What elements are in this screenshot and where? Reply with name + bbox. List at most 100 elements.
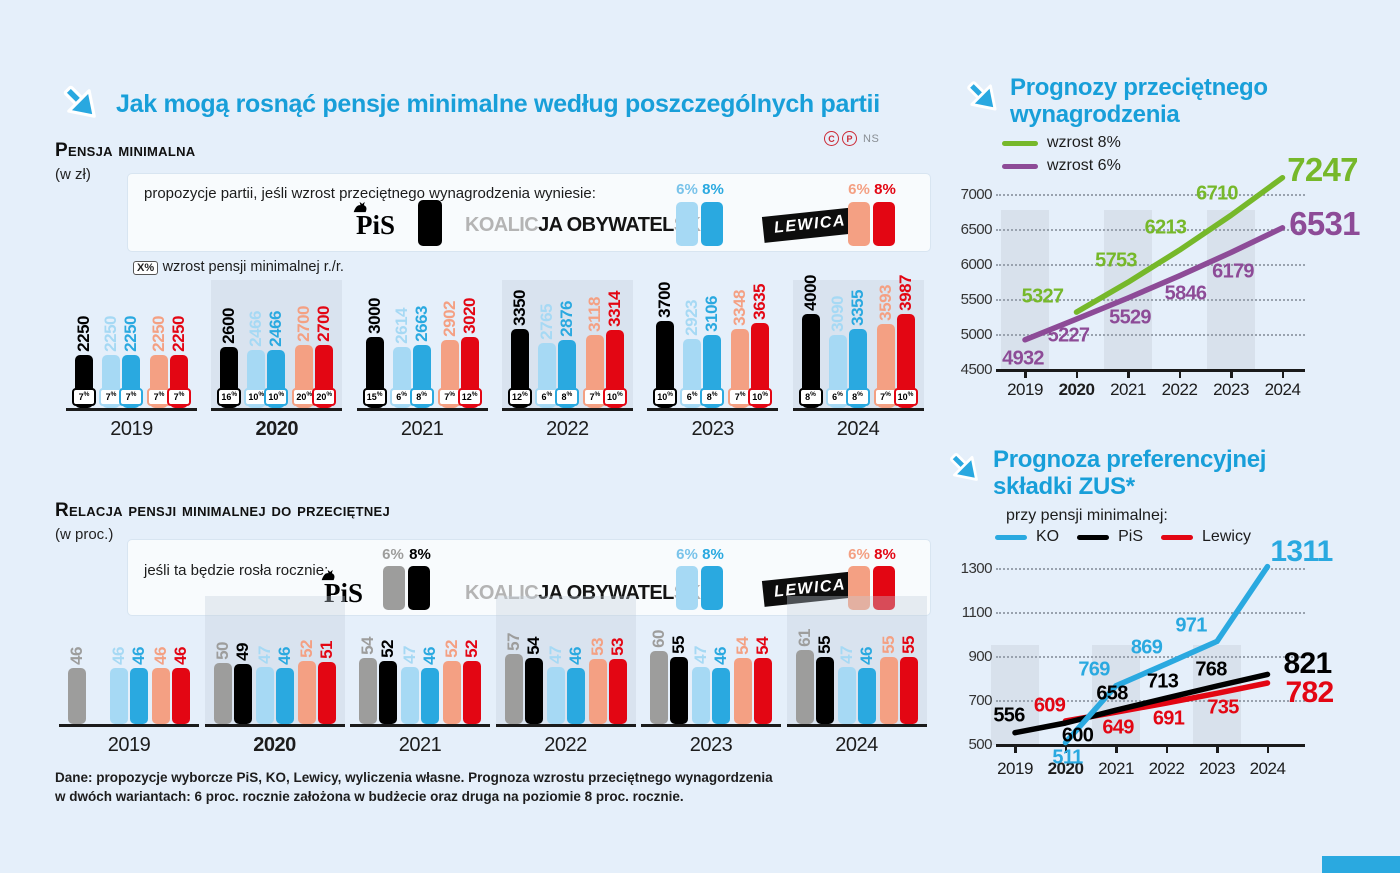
growth-badge-PiS-2022: 12%	[507, 388, 532, 406]
point-label-PiS-2022: 713	[1146, 670, 1179, 693]
axis-segment-2020	[204, 724, 345, 727]
x-label-2024: 2024	[1264, 380, 1301, 399]
point-label-PiS-2021: 658	[1096, 682, 1128, 705]
growth-badge-PiS-2019: 7%	[72, 388, 96, 406]
point-label-Lewicy-2020: 609	[1033, 694, 1066, 717]
bar-value-PiS 6%-2019: 46	[67, 647, 86, 665]
zus-forecast-line-chart: 500 700 900 1100 1300 2019 2020 2021 2022 2023 202…	[950, 535, 1370, 805]
bar-value-Lewica wzrost 6%-2021: 2902	[439, 301, 459, 337]
bar-value-PiS 8%-2020: 49	[232, 643, 252, 661]
axis-segment-2021	[356, 408, 488, 411]
bar-value-PiS-2022: 3350	[509, 290, 529, 326]
point-label-wzrost 6%-2020: 5227	[1047, 324, 1090, 347]
bar-PiS 8%-2023	[670, 657, 688, 724]
purple-line-swatch	[1002, 163, 1038, 169]
line-series-canvas	[1012, 563, 1271, 746]
bar-value-PiS 8%-2021: 52	[378, 640, 397, 658]
axis-segment-2024	[792, 408, 924, 411]
growth-badge-PiS-2021: 15%	[362, 388, 387, 406]
growth-badge-Lewica wzrost 8%-2023: 10%	[748, 388, 773, 406]
ytick-label-1100: 1100	[961, 604, 993, 621]
bar-value-PiS 8%-2024: 55	[814, 636, 834, 654]
legend-lewicy: Lewicy	[1161, 528, 1251, 546]
point-label-KO-2024: 1311	[1270, 534, 1333, 568]
legend1-lew-bar-6	[848, 202, 870, 246]
ytick-label-6500: 6500	[960, 221, 993, 238]
legend1-ko-bar-6	[676, 202, 698, 246]
legend2-pis-bar-6	[383, 566, 405, 610]
bar-value-Lewica 6%-2019: 46	[151, 647, 170, 665]
x-label-2019: 2019	[1007, 380, 1043, 399]
copyright-icon: C	[824, 131, 839, 146]
bar-Lewica 8%-2021	[463, 661, 481, 724]
bar-KO 8%-2021	[421, 668, 439, 724]
bar-KO 8%-2024	[857, 668, 876, 724]
legend2-pis-bar-8	[408, 566, 430, 610]
point-label-PiS-2020: 600	[1061, 724, 1094, 747]
zus-legend: KO PiS Lewicy	[995, 528, 1251, 546]
bar-PiS-2023	[656, 321, 675, 408]
point-label-wzrost 8%-2023: 6710	[1196, 182, 1238, 205]
chart1-heading: Pensja minimalna	[55, 140, 196, 161]
growth-badge-KO wzrost 8%-2023: 8%	[700, 388, 725, 406]
red-line-swatch	[1161, 534, 1194, 540]
line-KO	[1062, 563, 1271, 746]
category-label-2023: 2023	[689, 734, 733, 756]
legend1-intro: propozycje partii, jeśli wzrost przecięt…	[144, 185, 596, 202]
bar-value-Lewica 6%-2023: 54	[733, 637, 752, 655]
axis-segment-2019	[66, 408, 197, 411]
green-line-swatch	[1002, 140, 1038, 146]
bar-value-Lewica 6%-2021: 52	[442, 640, 461, 658]
gridline-6500	[996, 229, 1305, 231]
x-tick-2019	[1014, 746, 1017, 753]
point-label-KO-2020: 511	[1052, 746, 1083, 769]
category-label-2021: 2021	[400, 418, 444, 440]
point-label-wzrost 8%-2022: 6213	[1144, 216, 1187, 239]
arrow-icon	[962, 76, 1004, 123]
bar-PiS 8%-2022	[524, 658, 543, 724]
point-label-Lewicy-2023: 735	[1207, 696, 1239, 719]
bar-PiS 8%-2021	[379, 661, 397, 724]
growth-badge-Lewica wzrost 8%-2019: 7%	[167, 388, 191, 406]
footer-line-2: w dwóch wariantach: 6 proc. rocznie zało…	[55, 789, 684, 804]
ytick-label-500: 500	[968, 736, 992, 753]
bar-value-KO wzrost 6%-2024: 3090	[827, 296, 847, 332]
bar-value-PiS-2020: 2600	[219, 308, 239, 344]
x-label-2020: 2020	[1058, 380, 1095, 399]
x-axis	[996, 369, 1305, 372]
bar-value-Lewica 6%-2020: 52	[296, 640, 316, 658]
category-label-2024: 2024	[836, 418, 880, 440]
legend2-intro: jeśli ta będzie rosła rocznie:	[144, 562, 329, 579]
bar-Lewica 6%-2020	[297, 661, 316, 724]
x-label-2021: 2021	[1098, 759, 1134, 778]
bar-value-PiS 8%-2023: 55	[669, 636, 688, 654]
growth-badge-KO wzrost 8%-2020: 10%	[264, 388, 289, 406]
x-label-2024: 2024	[1249, 759, 1286, 778]
x-tick-2023	[1216, 746, 1219, 753]
point-label-KO-2023: 971	[1175, 614, 1207, 637]
point-label-Lewicy-2022: 691	[1152, 707, 1185, 730]
legend-growth-8: wzrost 8%	[1002, 134, 1121, 152]
legend2-lew-6pct: 6%	[848, 546, 870, 563]
bar-value-Lewica wzrost 6%-2024: 3593	[875, 285, 895, 321]
axis-segment-2022	[501, 408, 633, 411]
point-label-PiS-2023: 768	[1195, 658, 1227, 681]
legend-label: wzrost 6%	[1047, 157, 1121, 174]
footer-line-1: Dane: propozycje wyborcze PiS, KO, Lewic…	[55, 770, 773, 785]
bar-value-Lewica 8%-2019: 46	[171, 647, 190, 665]
wage-forecast-title: Prognozy przeciętnego wynagrodzenia	[1010, 74, 1268, 128]
x-label-2023: 2023	[1213, 380, 1249, 399]
bar-value-PiS-2023: 3700	[655, 282, 675, 318]
category-label-2020: 2020	[255, 418, 299, 440]
point-label-wzrost 6%-2021: 5529	[1109, 306, 1151, 329]
bar-value-KO wzrost 6%-2021: 2614	[391, 308, 411, 344]
gridline-900	[996, 656, 1305, 658]
bar-value-PiS 6%-2020: 50	[212, 642, 232, 660]
legend-label: KO	[1036, 528, 1060, 545]
ko-part2: JA OBYWATEL	[538, 582, 674, 604]
legend-label: PiS	[1118, 528, 1144, 545]
bar-value-KO 6%-2024: 47	[836, 646, 856, 664]
growth-badge-KO wzrost 8%-2022: 8%	[554, 388, 579, 406]
category-label-2022: 2022	[544, 734, 587, 756]
